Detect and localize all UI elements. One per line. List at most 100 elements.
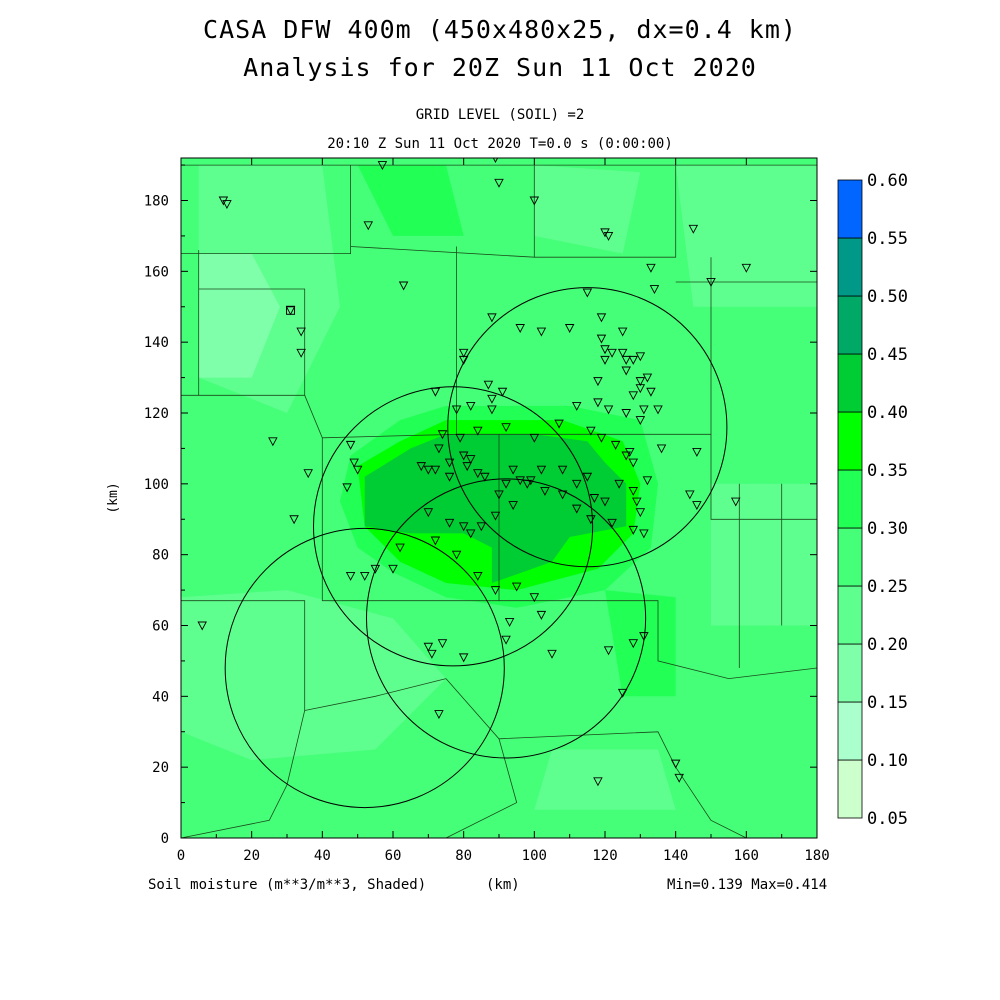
station-marker [596, 433, 607, 443]
colorbar-label: 0.60 [867, 171, 908, 191]
station-marker [628, 486, 639, 496]
station-marker [522, 479, 533, 489]
station-marker [635, 352, 646, 362]
station-marker [345, 571, 356, 581]
x-tick-label: 80 [455, 848, 472, 864]
field-region-1 [534, 165, 641, 254]
station-marker [685, 490, 695, 500]
station-marker [529, 196, 540, 206]
station-marker [529, 593, 540, 603]
station-marker [557, 490, 568, 500]
station-marker [511, 582, 522, 592]
colorbar-segment [837, 353, 863, 413]
station-marker [345, 440, 356, 450]
station-marker [434, 444, 444, 454]
radar-site-marker [286, 305, 296, 315]
colorbar-label: 0.40 [867, 403, 908, 423]
station-marker [444, 458, 455, 468]
station-marker [423, 465, 434, 475]
station-marker [593, 398, 603, 408]
station-marker [458, 348, 469, 358]
station-marker [621, 451, 631, 461]
field-region-8 [357, 165, 464, 236]
radar-range-circle [224, 527, 505, 809]
chart-title-line2: Analysis for 20Z Sun 11 Oct 2020 [243, 53, 757, 82]
station-marker [526, 476, 536, 486]
station-marker [427, 649, 437, 659]
station-marker [296, 348, 306, 358]
colorbar-label: 0.50 [867, 287, 908, 307]
station-marker [423, 642, 434, 652]
station-marker [515, 324, 525, 333]
colorbar-segment [837, 469, 863, 529]
county-line [181, 600, 306, 838]
station-marker [458, 355, 469, 365]
station-marker [617, 688, 628, 698]
station-marker [395, 543, 405, 553]
station-marker [352, 465, 363, 475]
station-marker [607, 518, 617, 528]
variable-label: Soil moisture (m**3/m**3, Shaded) [148, 877, 427, 893]
station-marker [639, 405, 649, 415]
y-tick-label: 100 [144, 477, 169, 493]
station-marker [674, 773, 684, 783]
station-marker [363, 221, 374, 231]
x-tick-label: 40 [314, 848, 331, 864]
station-marker [222, 200, 232, 209]
station-marker [416, 462, 427, 472]
chart-title: CASA DFW 400m (450x480x25, dx=0.4 km) [203, 15, 797, 44]
station-marker [501, 479, 511, 489]
station-marker [508, 465, 518, 475]
station-marker [508, 501, 518, 511]
station-marker [423, 508, 434, 518]
station-marker [635, 377, 646, 387]
station-marker [593, 777, 603, 787]
station-marker [589, 494, 600, 503]
county-line [198, 288, 306, 396]
station-marker [451, 405, 462, 415]
station-marker [639, 632, 649, 642]
station-marker [455, 433, 465, 443]
station-marker [646, 263, 656, 273]
station-marker [656, 444, 667, 454]
y-tick-label: 160 [144, 264, 169, 280]
station-marker [490, 586, 501, 596]
station-marker [388, 564, 398, 574]
station-marker [571, 479, 582, 489]
station-marker [197, 621, 207, 631]
y-tick-label: 140 [144, 335, 169, 351]
station-marker [359, 571, 370, 581]
colorbar-segment [837, 759, 863, 819]
station-marker [540, 486, 550, 496]
station-marker [451, 550, 462, 560]
station-marker [582, 288, 593, 298]
colorbar-segment [837, 585, 863, 645]
x-tick-label: 180 [804, 848, 829, 864]
field-region-4 [711, 483, 817, 626]
radar-range-circle [447, 287, 728, 568]
station-marker [268, 437, 278, 447]
x-unit-label: (km) [486, 877, 520, 893]
colorbar-label: 0.45 [867, 345, 908, 365]
station-marker [617, 348, 628, 358]
station-marker [603, 405, 614, 415]
field-region-3 [181, 590, 446, 761]
station-marker [600, 497, 610, 507]
station-marker [688, 224, 699, 234]
station-marker [596, 334, 607, 344]
colorbar-label: 0.55 [867, 229, 908, 249]
chart-subtitle: GRID LEVEL (SOIL) =2 [415, 107, 585, 123]
y-tick-label: 120 [144, 406, 169, 422]
station-marker [635, 384, 646, 394]
station-marker [635, 508, 646, 518]
station-marker [741, 263, 752, 273]
station-marker [483, 380, 494, 390]
field-region-5 [534, 749, 676, 810]
station-marker [635, 416, 646, 426]
radar-range-circle [366, 478, 647, 759]
x-tick-label: 20 [243, 848, 260, 864]
station-marker [458, 451, 469, 461]
station-marker [610, 440, 621, 450]
station-marker [480, 472, 490, 482]
station-marker [497, 387, 508, 397]
